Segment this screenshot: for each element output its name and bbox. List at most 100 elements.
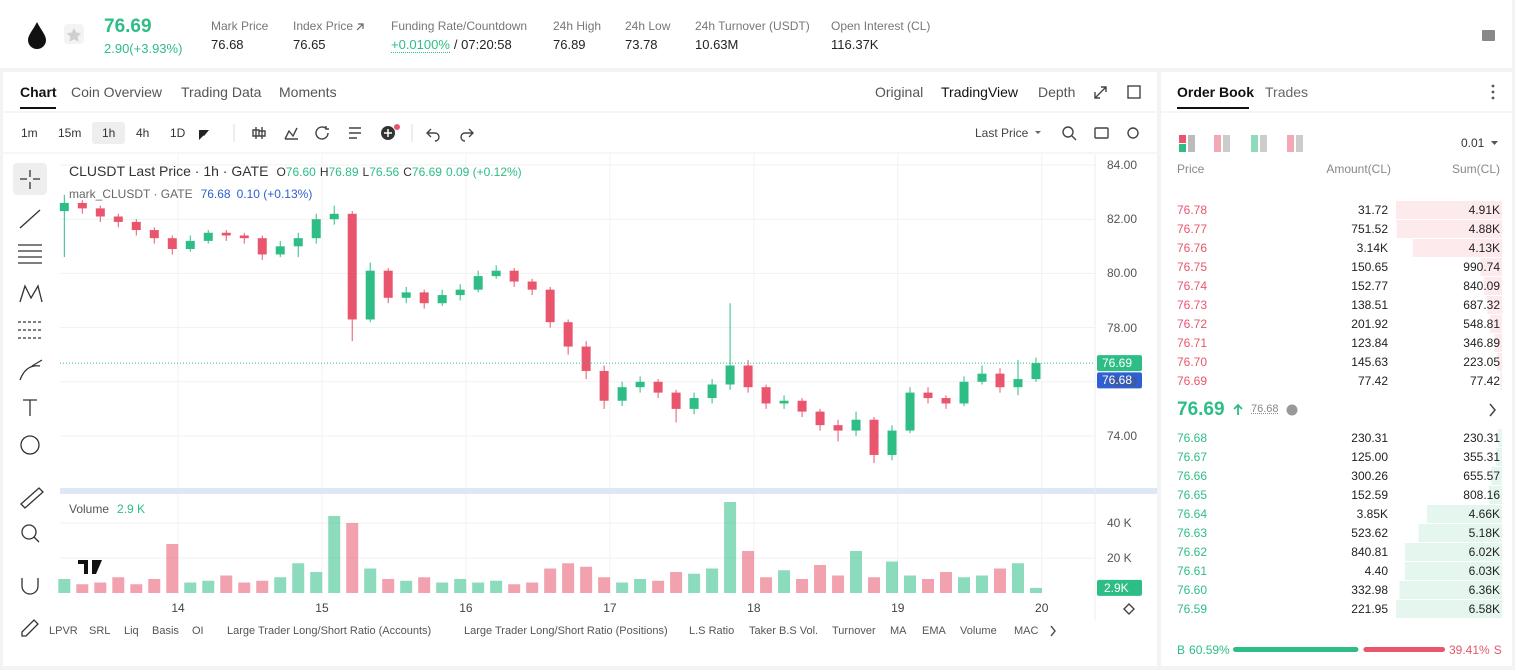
indicators-icon[interactable] (284, 127, 298, 140)
column-header: Sum(CL) (1451, 162, 1500, 176)
stat: 76.89 (553, 37, 586, 53)
indicator-tab[interactable]: Basis (152, 625, 179, 637)
book-tab[interactable]: Order Book (1177, 84, 1255, 100)
replay-icon[interactable] (315, 126, 329, 140)
volume-bar (1029, 587, 1042, 593)
legend-change: 0.09 (+0.12%) (445, 165, 522, 179)
stat-label: 24h High (553, 19, 602, 33)
interval[interactable]: 4h (136, 126, 150, 140)
search-icon[interactable] (1062, 126, 1074, 138)
chart-tab[interactable]: Trading Data (181, 84, 262, 100)
book-amount: 77.42 (1357, 374, 1388, 388)
candle-body (995, 373, 1005, 388)
book-icon[interactable] (1482, 30, 1495, 41)
ruler-tool[interactable] (20, 487, 44, 509)
templates-icon[interactable] (349, 127, 361, 139)
candle-type-icon[interactable] (252, 127, 266, 139)
dropdown-icon[interactable] (199, 130, 204, 140)
pattern-tool[interactable] (19, 284, 43, 303)
undo-icon[interactable] (426, 128, 440, 142)
active-tool[interactable] (13, 163, 47, 195)
price-source-caret[interactable] (1035, 131, 1041, 134)
price-source[interactable]: Last Price (975, 126, 1029, 140)
redo-icon[interactable] (460, 128, 474, 142)
candle-body (833, 425, 843, 431)
indicator-tab[interactable]: Turnover (832, 625, 876, 637)
depth-bar (1496, 448, 1502, 466)
lock-tool[interactable] (21, 619, 39, 637)
book-price: 76.63 (1177, 526, 1208, 540)
depth-bar (1480, 258, 1502, 276)
expand-icon[interactable] (1094, 86, 1107, 99)
chart-settings-icon[interactable] (1123, 603, 1135, 615)
x-tick-label: 18 (747, 601, 761, 615)
zoom-tool[interactable] (21, 524, 37, 540)
chart-tab[interactable]: Moments (279, 84, 337, 100)
indicator-tab[interactable]: MACD (1014, 625, 1039, 637)
info-icon[interactable] (1286, 404, 1298, 416)
book-sum: 6.02K (1468, 545, 1500, 559)
volume-bar (364, 568, 377, 593)
volume-bar (850, 551, 863, 593)
candle-body (311, 219, 321, 239)
view-tab[interactable]: Depth (1038, 84, 1076, 100)
precision[interactable]: 0.01 (1461, 136, 1485, 150)
settings-icon[interactable] (1127, 127, 1139, 139)
book-sum: 655.57 (1463, 469, 1500, 483)
interval[interactable]: 15m (58, 126, 82, 140)
crosshair-tool[interactable] (20, 170, 40, 189)
interval[interactable]: 1h (102, 126, 116, 140)
interval[interactable]: 1D (170, 126, 186, 140)
layout-switches[interactable] (1179, 135, 1303, 152)
depth-bar (1404, 562, 1502, 580)
candle-body (635, 381, 645, 388)
chevron-right[interactable] (1489, 403, 1496, 417)
camera-icon[interactable] (1094, 127, 1109, 139)
indicator-tab[interactable]: MA (890, 625, 907, 637)
book-amount: 332.98 (1351, 583, 1388, 597)
mark-title: mark_CLUSDT · GATE (69, 187, 193, 201)
brush-tool[interactable] (19, 359, 43, 381)
view-tab[interactable]: TradingView (941, 84, 1019, 100)
candle-body (815, 411, 825, 426)
indicator-tab[interactable]: EMA (922, 625, 946, 637)
dropdown-caret[interactable] (199, 130, 209, 136)
indicator-tab[interactable]: Liq (124, 625, 139, 637)
book-amount: 221.95 (1351, 602, 1388, 616)
fib-tool[interactable] (18, 244, 42, 264)
indicator-tab[interactable]: L.S Ratio (689, 625, 735, 637)
stat-value: 76.65 (293, 37, 326, 52)
magnet-tool[interactable] (21, 578, 39, 595)
chart-tab[interactable]: Coin Overview (71, 84, 163, 100)
window-icon[interactable] (1127, 85, 1141, 99)
book-tab[interactable]: Trades (1265, 84, 1309, 100)
indicator-tab[interactable]: Large Trader Long/Short Ratio (Accounts) (227, 625, 432, 637)
active-interval[interactable] (92, 122, 125, 144)
book-sum: 687.32 (1463, 298, 1500, 312)
indicator-tab[interactable]: SRL (89, 625, 111, 637)
indicator-tab[interactable]: LPVR (49, 625, 78, 637)
sell-ratio: 39.41% (1449, 643, 1490, 657)
indicator-tab[interactable]: Large Trader Long/Short Ratio (Positions… (464, 625, 668, 637)
text-tool[interactable] (23, 399, 37, 416)
book-sum: 223.05 (1463, 355, 1500, 369)
indicator-tab[interactable]: OI (192, 625, 204, 637)
candle-body (383, 270, 393, 298)
volume-value: 2.9 K (117, 502, 146, 516)
volume-bar (184, 582, 197, 593)
book-sum: 4.88K (1468, 222, 1500, 236)
emoji-tool[interactable] (20, 435, 40, 455)
book-price: 76.62 (1177, 545, 1208, 559)
interval[interactable]: 1m (21, 126, 38, 140)
indicator-tab[interactable]: Volume (960, 625, 997, 637)
precision-caret[interactable] (1491, 141, 1498, 145)
indicator-tab[interactable]: Taker B.S Vol. (749, 625, 819, 637)
more-menu[interactable] (1491, 84, 1495, 100)
chart-tab[interactable]: Chart (20, 84, 57, 100)
book-amount: 152.59 (1351, 488, 1388, 502)
volume-bar (436, 582, 449, 593)
projection-tool[interactable] (18, 321, 42, 339)
view-tab[interactable]: Original (875, 84, 924, 100)
trend-line-tool[interactable] (19, 209, 41, 229)
indicators-more[interactable] (1050, 625, 1056, 637)
